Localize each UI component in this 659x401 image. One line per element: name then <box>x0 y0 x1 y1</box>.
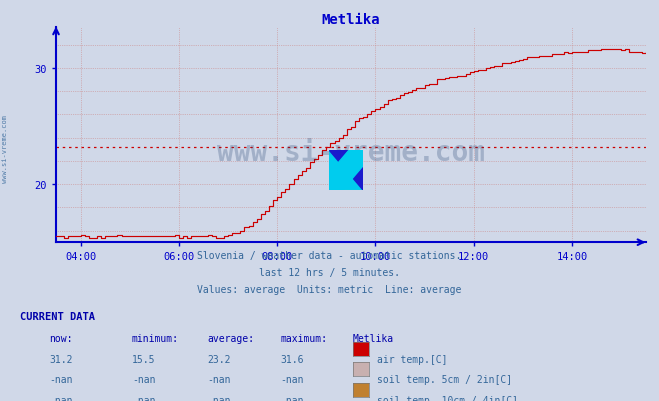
Text: soil temp. 5cm / 2in[C]: soil temp. 5cm / 2in[C] <box>377 375 512 385</box>
Text: air temp.[C]: air temp.[C] <box>377 354 447 364</box>
Text: -nan: -nan <box>280 395 304 401</box>
Text: 23.2: 23.2 <box>208 354 231 364</box>
Polygon shape <box>329 150 363 190</box>
Text: maximum:: maximum: <box>280 333 327 343</box>
Text: minimum:: minimum: <box>132 333 179 343</box>
Polygon shape <box>329 150 363 190</box>
Text: -nan: -nan <box>132 395 156 401</box>
Text: 15.5: 15.5 <box>132 354 156 364</box>
Text: Values: average  Units: metric  Line: average: Values: average Units: metric Line: aver… <box>197 284 462 294</box>
Text: -nan: -nan <box>280 375 304 385</box>
Text: Slovenia / weather data - automatic stations.: Slovenia / weather data - automatic stat… <box>197 251 462 261</box>
Text: -nan: -nan <box>208 375 231 385</box>
Text: soil temp. 10cm / 4in[C]: soil temp. 10cm / 4in[C] <box>377 395 518 401</box>
Text: average:: average: <box>208 333 254 343</box>
Text: www.si-vreme.com: www.si-vreme.com <box>2 114 9 182</box>
Polygon shape <box>329 150 363 190</box>
Text: -nan: -nan <box>208 395 231 401</box>
Text: -nan: -nan <box>49 375 73 385</box>
Title: Metlika: Metlika <box>322 13 380 27</box>
Text: 31.2: 31.2 <box>49 354 73 364</box>
Text: www.si-vreme.com: www.si-vreme.com <box>217 138 485 166</box>
Text: CURRENT DATA: CURRENT DATA <box>20 311 95 321</box>
Text: last 12 hrs / 5 minutes.: last 12 hrs / 5 minutes. <box>259 267 400 277</box>
Text: -nan: -nan <box>132 375 156 385</box>
Polygon shape <box>329 150 363 190</box>
Text: -nan: -nan <box>49 395 73 401</box>
Text: now:: now: <box>49 333 73 343</box>
Text: Metlika: Metlika <box>353 333 393 343</box>
Text: 31.6: 31.6 <box>280 354 304 364</box>
